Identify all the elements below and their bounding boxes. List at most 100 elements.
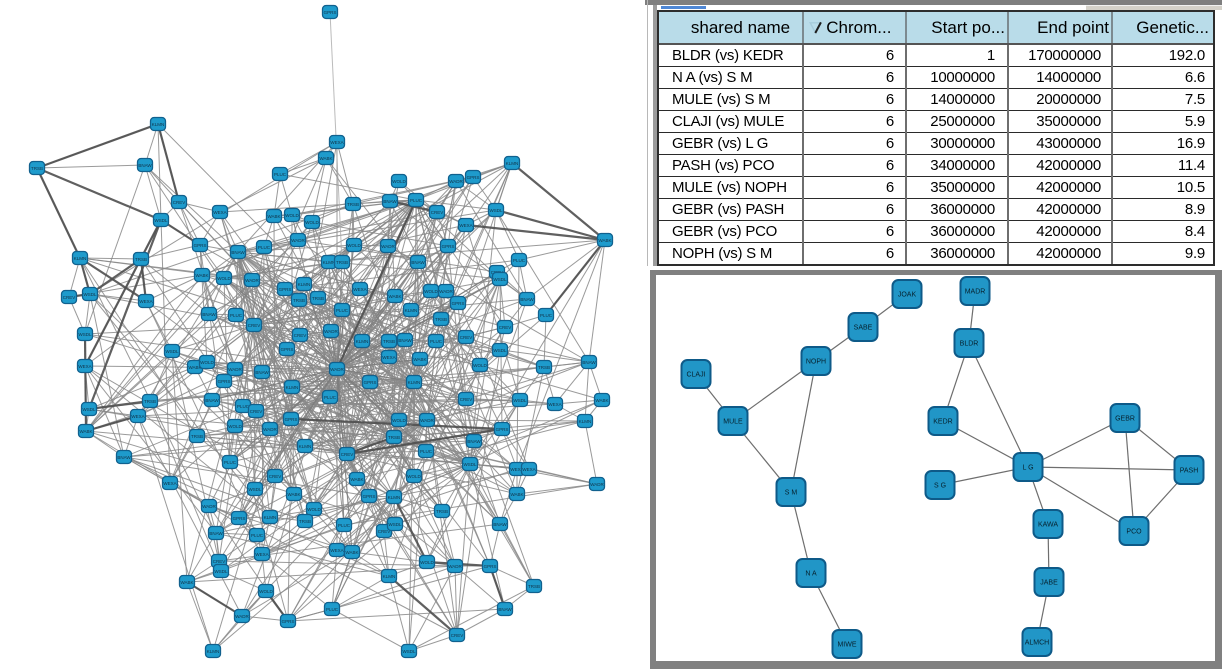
svg-text:CREV: CREV: [248, 323, 261, 328]
svg-text:CREV: CREV: [378, 529, 391, 534]
svg-text:PLUC: PLUC: [324, 395, 337, 400]
svg-text:BNAW: BNAW: [467, 439, 481, 444]
svg-text:WOLD: WOLD: [407, 474, 421, 479]
svg-text:WOLD: WOLD: [217, 276, 231, 281]
svg-text:KLMN: KLMN: [383, 574, 396, 579]
svg-text:CREV: CREV: [269, 474, 282, 479]
svg-text:S M: S M: [785, 490, 798, 497]
svg-text:WOLD: WOLD: [424, 289, 438, 294]
svg-text:WSDL: WSDL: [83, 292, 96, 297]
svg-text:WADR: WADR: [381, 244, 395, 249]
svg-text:WSDL: WSDL: [78, 332, 91, 337]
svg-text:WEXA: WEXA: [139, 299, 152, 304]
svg-text:PLUC: PLUC: [274, 172, 287, 177]
svg-text:WSDL: WSDL: [154, 218, 167, 223]
svg-text:PLUC: PLUC: [420, 449, 433, 454]
svg-text:WABK: WABK: [79, 429, 92, 434]
svg-text:GPRS: GPRS: [194, 243, 207, 248]
svg-text:WEXA: WEXA: [78, 364, 91, 369]
svg-text:TRSB: TRSB: [31, 166, 43, 171]
svg-text:WADR: WADR: [291, 238, 305, 243]
svg-text:KLMN: KLMN: [408, 380, 421, 385]
svg-text:BNAW: BNAW: [493, 522, 507, 527]
svg-text:CREV: CREV: [499, 325, 512, 330]
svg-text:JABE: JABE: [1040, 580, 1058, 587]
svg-text:TRSB: TRSB: [435, 317, 447, 322]
svg-text:WEXA: WEXA: [213, 210, 226, 215]
svg-text:WADR: WADR: [590, 482, 604, 487]
svg-text:BNAW: BNAW: [520, 297, 534, 302]
svg-text:L G: L G: [1022, 465, 1033, 472]
svg-text:WEXA: WEXA: [382, 355, 395, 360]
svg-text:PLUC: PLUC: [326, 607, 339, 612]
svg-text:WADR: WADR: [439, 289, 453, 294]
svg-text:WEXA: WEXA: [330, 140, 343, 145]
svg-text:GPRS: GPRS: [467, 175, 480, 180]
svg-text:TRSB: TRSB: [436, 509, 448, 514]
svg-text:WEXA: WEXA: [330, 548, 343, 553]
svg-text:WABK: WABK: [287, 492, 300, 497]
svg-text:WOLD: WOLD: [259, 589, 273, 594]
svg-text:TRSB: TRSB: [191, 434, 203, 439]
svg-text:TRSB: TRSB: [347, 202, 359, 207]
svg-text:SABE: SABE: [854, 325, 873, 332]
svg-text:GPRS: GPRS: [324, 10, 337, 15]
svg-text:WSDL: WSDL: [214, 569, 227, 574]
svg-text:PLUC: PLUC: [336, 308, 349, 313]
svg-text:WABK: WABK: [595, 398, 608, 403]
svg-text:MIWE: MIWE: [837, 642, 856, 649]
svg-text:BNAW: BNAW: [205, 398, 219, 403]
svg-text:WABK: WABK: [180, 580, 193, 585]
svg-text:WABK: WABK: [195, 273, 208, 278]
svg-text:KLMN: KLMN: [298, 282, 311, 287]
svg-text:CREV: CREV: [451, 633, 464, 638]
svg-text:BNAW: BNAW: [117, 455, 131, 460]
svg-text:BNAW: BNAW: [498, 607, 512, 612]
svg-text:PLUC: PLUC: [513, 258, 526, 263]
svg-text:WSDL: WSDL: [513, 398, 526, 403]
svg-text:TRSB: TRSB: [144, 399, 156, 404]
svg-text:WOLD: WOLD: [420, 560, 434, 565]
svg-text:GPRS: GPRS: [282, 619, 295, 624]
svg-text:GPRS: GPRS: [363, 494, 376, 499]
svg-text:MADR: MADR: [965, 289, 986, 296]
svg-text:WSDL: WSDL: [165, 349, 178, 354]
svg-text:BNAW: BNAW: [411, 260, 425, 265]
svg-text:PLUC: PLUC: [430, 339, 443, 344]
svg-text:WEXA: WEXA: [548, 402, 561, 407]
svg-text:WEXA: WEXA: [131, 414, 144, 419]
svg-text:KLMN: KLMN: [74, 256, 87, 261]
svg-text:WADR: WADR: [420, 418, 434, 423]
svg-text:CREV: CREV: [460, 335, 473, 340]
svg-text:WSDL: WSDL: [493, 348, 506, 353]
svg-text:CREV: CREV: [173, 200, 186, 205]
svg-text:KLMN: KLMN: [323, 260, 336, 265]
svg-text:TRSB: TRSB: [388, 435, 400, 440]
svg-text:WOLD: WOLD: [285, 213, 299, 218]
svg-text:WOLD: WOLD: [392, 179, 406, 184]
svg-text:WADR: WADR: [245, 278, 259, 283]
svg-text:PASH: PASH: [1180, 468, 1199, 475]
svg-text:WOLD: WOLD: [307, 507, 321, 512]
svg-text:PLUC: PLUC: [410, 198, 423, 203]
svg-text:BLDR: BLDR: [960, 341, 979, 348]
svg-text:KLMN: KLMN: [579, 419, 592, 424]
svg-text:KLMN: KLMN: [264, 515, 277, 520]
svg-text:CREV: CREV: [250, 409, 263, 414]
svg-text:ALMCH: ALMCH: [1025, 640, 1050, 647]
svg-text:BNAW: BNAW: [202, 312, 216, 317]
svg-text:WEXA: WEXA: [510, 467, 523, 472]
svg-text:WOLD: WOLD: [473, 363, 487, 368]
svg-text:WSDL: WSDL: [489, 208, 502, 213]
svg-text:WABK: WABK: [267, 214, 280, 219]
svg-text:CREV: CREV: [294, 333, 307, 338]
svg-text:WOLD: WOLD: [347, 243, 361, 248]
svg-text:WABK: WABK: [188, 365, 201, 370]
svg-text:MULE: MULE: [723, 419, 743, 426]
svg-text:TRSB: TRSB: [312, 296, 324, 301]
svg-text:BNAW: BNAW: [209, 531, 223, 536]
svg-text:PLUC: PLUC: [230, 313, 243, 318]
svg-text:GEBR: GEBR: [1115, 416, 1135, 423]
svg-text:KLMN: KLMN: [405, 308, 418, 313]
svg-text:PLUC: PLUC: [338, 523, 351, 528]
